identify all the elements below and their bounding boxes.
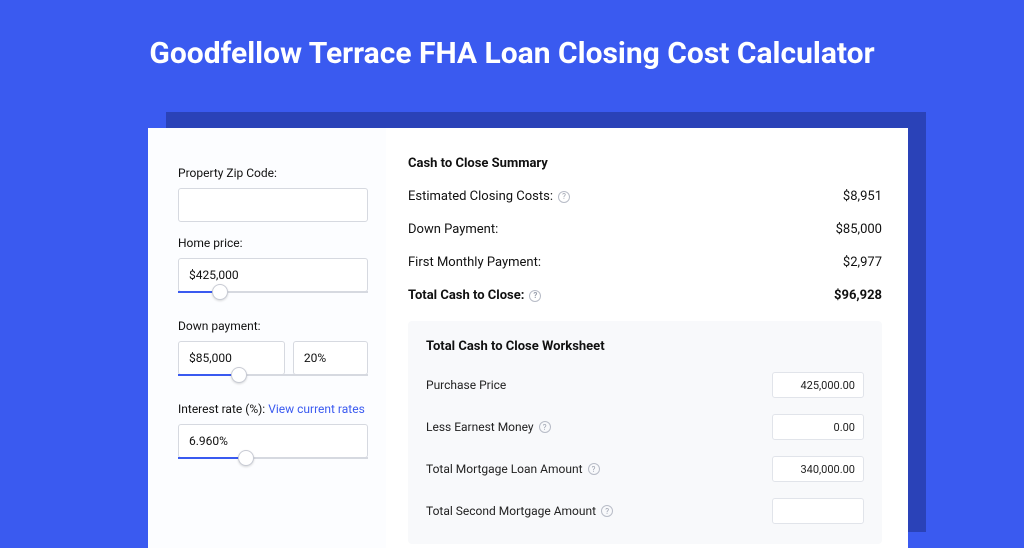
zip-label: Property Zip Code: [178,166,368,180]
zip-field: Property Zip Code: [178,166,368,222]
help-icon[interactable]: ? [558,191,570,203]
home-price-slider[interactable] [178,291,368,305]
worksheet-label: Less Earnest Money ? [426,420,551,434]
worksheet-title: Total Cash to Close Worksheet [426,339,864,354]
down-payment-label: Down payment: [178,319,368,333]
help-icon[interactable]: ? [529,290,541,302]
interest-rate-field: Interest rate (%): View current rates [178,402,368,471]
help-icon[interactable]: ? [588,463,600,475]
inputs-column: Property Zip Code: Home price: Down paym… [148,128,386,548]
slider-fill [178,374,239,376]
worksheet-input-purchase-price[interactable] [772,372,864,398]
slider-thumb[interactable] [231,367,247,383]
interest-rate-label-text: Interest rate (%): [178,402,268,416]
worksheet-label: Purchase Price [426,378,506,392]
worksheet-input-earnest-money[interactable] [772,414,864,440]
interest-rate-slider[interactable] [178,457,368,471]
summary-label-text: Estimated Closing Costs: [408,189,553,204]
summary-value: $85,000 [836,222,882,237]
summary-value: $2,977 [843,255,882,270]
results-column: Cash to Close Summary Estimated Closing … [386,128,908,548]
zip-input[interactable] [178,188,368,222]
worksheet-row: Total Mortgage Loan Amount ? [426,456,864,482]
worksheet-label-text: Less Earnest Money [426,420,534,434]
worksheet-row: Less Earnest Money ? [426,414,864,440]
slider-fill [178,457,246,459]
help-icon[interactable]: ? [539,421,551,433]
summary-row: Estimated Closing Costs: ? $8,951 [408,189,882,204]
down-payment-percent-input[interactable] [293,341,368,375]
worksheet-label: Total Mortgage Loan Amount ? [426,462,600,476]
home-price-label: Home price: [178,236,368,250]
summary-label: Estimated Closing Costs: ? [408,189,570,204]
down-payment-slider[interactable] [178,374,368,388]
summary-title: Cash to Close Summary [408,156,882,171]
down-payment-field: Down payment: [178,319,368,388]
home-price-input[interactable] [178,258,368,292]
summary-value: $8,951 [843,189,882,204]
view-rates-link[interactable]: View current rates [268,402,365,416]
slider-thumb[interactable] [212,284,228,300]
summary-label-text: Total Cash to Close: [408,288,524,303]
worksheet-row: Purchase Price [426,372,864,398]
calculator-card: Property Zip Code: Home price: Down paym… [148,128,908,548]
interest-rate-label: Interest rate (%): View current rates [178,402,368,416]
summary-row-total: Total Cash to Close: ? $96,928 [408,288,882,303]
summary-row: First Monthly Payment: $2,977 [408,255,882,270]
worksheet-label-text: Total Mortgage Loan Amount [426,462,583,476]
slider-thumb[interactable] [238,450,254,466]
help-icon[interactable]: ? [601,505,613,517]
interest-rate-input[interactable] [178,424,368,458]
summary-value: $96,928 [834,288,882,303]
summary-label: First Monthly Payment: [408,255,541,270]
worksheet-input-second-mortgage[interactable] [772,498,864,524]
summary-label: Total Cash to Close: ? [408,288,541,303]
worksheet-input-mortgage-amount[interactable] [772,456,864,482]
worksheet-row: Total Second Mortgage Amount ? [426,498,864,524]
summary-label: Down Payment: [408,222,498,237]
summary-row: Down Payment: $85,000 [408,222,882,237]
worksheet-label-text: Total Second Mortgage Amount [426,504,596,518]
home-price-field: Home price: [178,236,368,305]
worksheet-label: Total Second Mortgage Amount ? [426,504,613,518]
page-title: Goodfellow Terrace FHA Loan Closing Cost… [0,0,1024,99]
worksheet-panel: Total Cash to Close Worksheet Purchase P… [408,321,882,544]
